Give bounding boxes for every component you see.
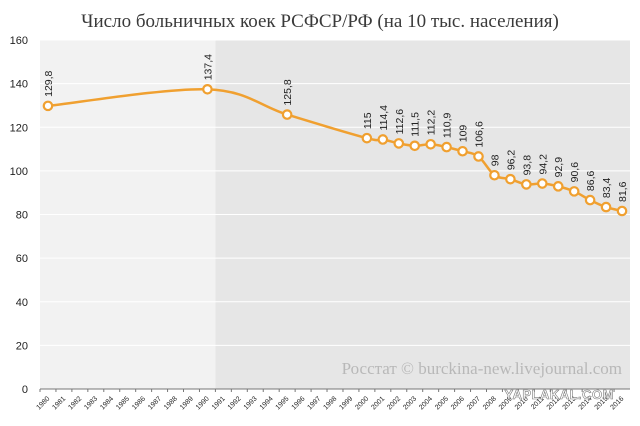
data-point xyxy=(42,100,54,112)
x-tick-label: 2000 xyxy=(354,395,370,411)
data-point xyxy=(473,151,484,162)
x-tick-label: 1986 xyxy=(131,395,147,411)
x-tick-label: 2002 xyxy=(386,395,402,411)
x-tick-label: 1999 xyxy=(338,395,354,411)
data-label: 81,6 xyxy=(617,181,629,202)
x-tick-label: 2003 xyxy=(402,395,418,411)
y-tick-label: 100 xyxy=(10,166,28,178)
y-tick-label: 20 xyxy=(16,340,28,352)
y-tick-label: 140 xyxy=(10,79,28,91)
data-label: 90,6 xyxy=(569,162,581,183)
y-tick-label: 60 xyxy=(16,253,28,265)
x-tick-label: 1984 xyxy=(99,395,115,411)
x-tick-label: 1995 xyxy=(275,395,291,411)
watermark: YAPLAKAL.COM xyxy=(504,387,614,402)
data-markers xyxy=(42,83,628,217)
data-point xyxy=(409,140,421,152)
x-tick-label: 1987 xyxy=(147,395,163,411)
data-label: 94,2 xyxy=(537,154,549,175)
x-tick-label: 1982 xyxy=(67,395,83,411)
data-point xyxy=(393,138,405,149)
data-point xyxy=(616,205,628,217)
data-point xyxy=(457,145,468,157)
data-label: 83,4 xyxy=(601,177,613,198)
data-label: 114,4 xyxy=(378,105,390,131)
y-tick-label: 160 xyxy=(10,35,28,47)
y-tick-label: 40 xyxy=(16,297,28,309)
x-tick-label: 2006 xyxy=(450,395,466,411)
chart-title: Число больничных коек РСФСР/РФ (на 10 ты… xyxy=(81,11,559,32)
data-label: 137,4 xyxy=(202,54,214,80)
data-label: 92,9 xyxy=(553,157,565,178)
data-point xyxy=(600,201,612,213)
data-labels: 129,8 137,4 125,8 115 114,4 112,6 111,5 112,2 11… xyxy=(43,54,629,202)
x-tick-label: 2005 xyxy=(434,395,450,411)
x-tick-label: 1989 xyxy=(179,395,195,411)
data-label: 110,9 xyxy=(442,112,454,138)
data-point xyxy=(552,181,564,192)
x-tick-label: 2004 xyxy=(418,395,434,411)
x-tick-label: 1981 xyxy=(51,395,67,411)
y-tick-label: 120 xyxy=(10,122,28,134)
y-axis: 0 20 40 60 80 100 120 140 160 xyxy=(10,35,28,396)
data-label: 98 xyxy=(489,154,501,166)
y-tick-label: 80 xyxy=(16,210,28,222)
data-label: 109 xyxy=(458,125,470,143)
x-tick-label: 1993 xyxy=(243,395,259,411)
data-point xyxy=(536,178,548,189)
data-point xyxy=(521,179,532,190)
x-tick-label: 1996 xyxy=(291,395,307,411)
x-tick-label: 1991 xyxy=(211,395,227,411)
data-label: 129,8 xyxy=(43,70,55,96)
x-tick-label: 1985 xyxy=(115,395,131,411)
x-tick-label: 1997 xyxy=(307,395,323,411)
data-point xyxy=(281,109,293,120)
data-point xyxy=(202,83,213,95)
x-tick-label: 1994 xyxy=(259,395,275,411)
data-label: 125,8 xyxy=(282,79,294,105)
data-point xyxy=(584,194,596,206)
x-tick-label: 2001 xyxy=(370,395,386,411)
data-point xyxy=(489,169,500,181)
data-label: 86,6 xyxy=(585,171,597,192)
data-point xyxy=(441,141,452,153)
x-tick-label: 2007 xyxy=(466,395,482,411)
data-label: 112,2 xyxy=(426,110,438,136)
data-label: 112,6 xyxy=(394,109,406,135)
x-tick-label: 1998 xyxy=(322,395,338,411)
source-credit: Росстат © burckina-new.livejournal.com xyxy=(342,359,622,378)
data-label: 111,5 xyxy=(410,112,422,137)
x-tick-label: 1988 xyxy=(163,395,179,411)
data-label: 106,6 xyxy=(474,121,486,147)
data-point xyxy=(505,173,516,185)
data-point xyxy=(361,132,373,144)
data-point xyxy=(425,138,436,150)
data-point xyxy=(568,186,580,197)
data-label: 93,8 xyxy=(521,155,533,176)
x-tick-label: 1990 xyxy=(195,395,211,411)
y-tick-label: 0 xyxy=(22,384,28,396)
data-point xyxy=(377,134,389,145)
data-label: 96,2 xyxy=(505,150,517,171)
x-tick-label: 1992 xyxy=(227,395,243,411)
x-tick-label: 2008 xyxy=(482,395,498,411)
x-tick-label: 1980 xyxy=(35,395,51,411)
data-label: 115 xyxy=(362,112,374,129)
gridlines xyxy=(40,39,630,346)
x-tick-label: 1983 xyxy=(83,395,99,411)
